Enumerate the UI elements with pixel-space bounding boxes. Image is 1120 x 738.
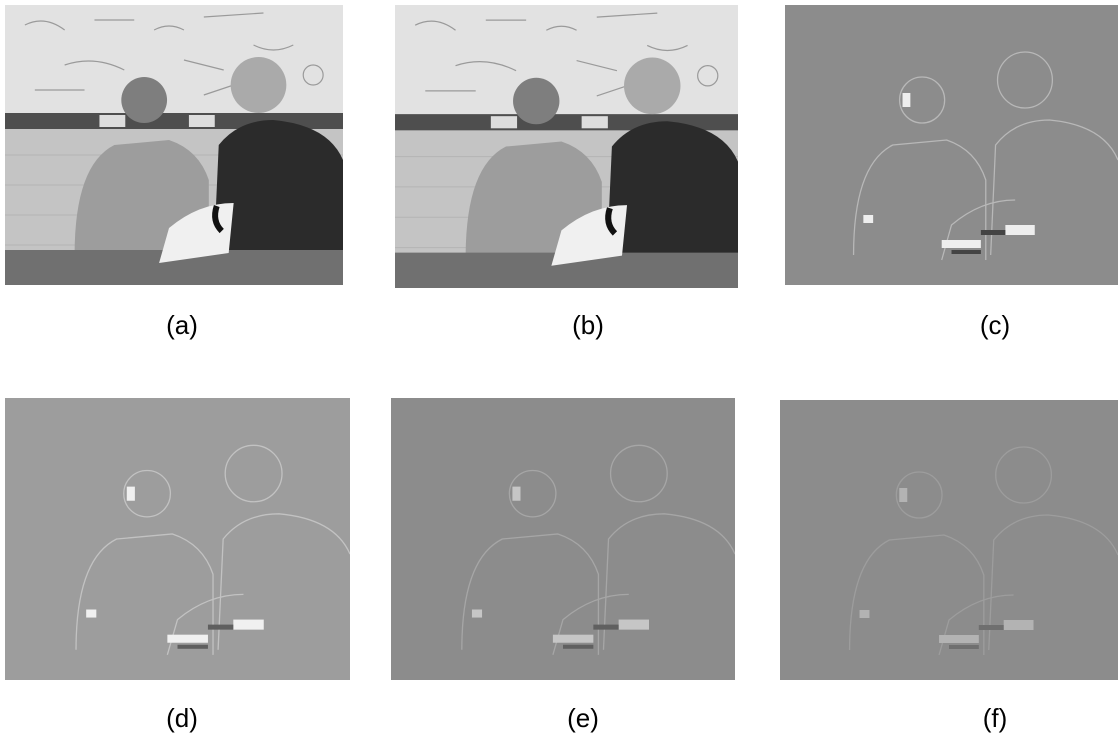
panel-image	[785, 5, 1118, 285]
panel-label: (e)	[533, 703, 633, 734]
panel-label: (a)	[132, 310, 232, 341]
panel-image	[5, 398, 350, 680]
panel-image	[5, 5, 343, 285]
panel-image	[780, 400, 1118, 680]
panel-label: (c)	[945, 310, 1045, 341]
figure: (a) (b) (c) (d) (e) (f)	[0, 0, 1120, 738]
panel-image	[391, 398, 735, 680]
panel-label: (f)	[945, 703, 1045, 734]
panel-label: (b)	[538, 310, 638, 341]
panel-label: (d)	[132, 703, 232, 734]
panel-image	[395, 5, 738, 288]
